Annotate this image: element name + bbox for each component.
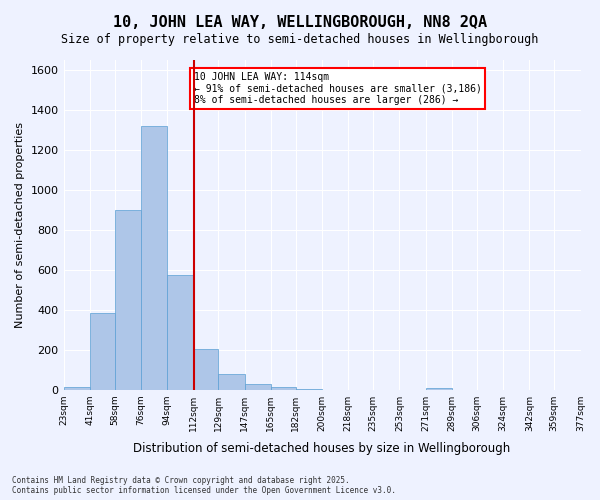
Bar xyxy=(141,126,167,390)
Bar xyxy=(245,384,271,390)
Text: 10 JOHN LEA WAY: 114sqm
← 91% of semi-detached houses are smaller (3,186)
8% of : 10 JOHN LEA WAY: 114sqm ← 91% of semi-de… xyxy=(194,72,481,104)
Text: Contains HM Land Registry data © Crown copyright and database right 2025.
Contai: Contains HM Land Registry data © Crown c… xyxy=(12,476,396,495)
Bar xyxy=(167,275,194,390)
Text: Size of property relative to semi-detached houses in Wellingborough: Size of property relative to semi-detach… xyxy=(61,32,539,46)
Bar xyxy=(271,386,296,390)
Bar xyxy=(64,386,90,390)
Bar xyxy=(296,388,322,390)
Bar xyxy=(90,312,115,390)
Bar xyxy=(426,388,452,390)
Y-axis label: Number of semi-detached properties: Number of semi-detached properties xyxy=(15,122,25,328)
Bar xyxy=(194,348,218,390)
Bar xyxy=(218,374,245,390)
Bar xyxy=(115,210,141,390)
X-axis label: Distribution of semi-detached houses by size in Wellingborough: Distribution of semi-detached houses by … xyxy=(133,442,511,455)
Text: 10, JOHN LEA WAY, WELLINGBOROUGH, NN8 2QA: 10, JOHN LEA WAY, WELLINGBOROUGH, NN8 2Q… xyxy=(113,15,487,30)
